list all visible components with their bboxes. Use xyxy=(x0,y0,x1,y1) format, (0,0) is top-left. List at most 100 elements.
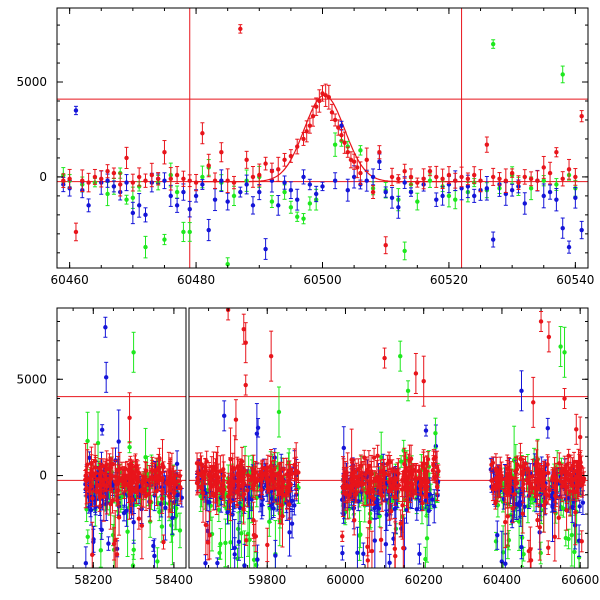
data-marker xyxy=(162,178,167,183)
data-marker xyxy=(242,563,247,568)
data-point-blue xyxy=(579,220,584,240)
data-point-red xyxy=(208,469,213,490)
data-marker xyxy=(554,150,559,155)
data-point-red xyxy=(279,485,284,525)
data-marker xyxy=(280,513,285,519)
data-marker xyxy=(267,519,272,524)
outlier-point-blue xyxy=(103,316,108,338)
data-marker xyxy=(307,182,313,187)
data-point-blue xyxy=(295,188,300,211)
data-point-red xyxy=(573,168,578,186)
data-marker xyxy=(509,187,515,193)
data-point-red xyxy=(99,465,104,480)
data-marker xyxy=(554,182,559,187)
data-point-red xyxy=(243,534,249,546)
data-marker xyxy=(93,465,98,470)
data-marker xyxy=(85,534,90,539)
data-marker xyxy=(272,466,277,472)
data-point-blue xyxy=(276,195,281,216)
data-point-blue xyxy=(116,409,121,474)
data-point-red xyxy=(99,170,104,188)
data-point-blue xyxy=(313,185,319,203)
data-marker xyxy=(351,159,357,164)
data-marker xyxy=(111,170,117,176)
data-point-red xyxy=(205,524,211,561)
data-marker xyxy=(104,501,109,507)
data-marker xyxy=(97,466,102,471)
data-marker xyxy=(193,180,199,185)
data-marker xyxy=(219,150,224,155)
data-point-red xyxy=(219,142,224,163)
data-point-red xyxy=(181,170,186,187)
data-marker xyxy=(541,178,546,183)
data-point-blue xyxy=(288,181,294,200)
data-marker xyxy=(88,484,94,489)
data-point-blue xyxy=(174,197,180,213)
data-marker xyxy=(440,176,445,182)
data-marker xyxy=(90,552,95,558)
data-point-red xyxy=(143,173,148,188)
data-marker xyxy=(370,174,376,180)
data-point-red xyxy=(516,175,521,190)
data-point-red xyxy=(370,185,376,200)
data-point-red xyxy=(73,222,79,242)
data-point-red xyxy=(339,128,344,142)
data-point-blue xyxy=(162,172,167,190)
data-marker xyxy=(95,482,100,488)
data-marker xyxy=(61,178,66,183)
data-marker xyxy=(408,189,414,195)
data-marker xyxy=(155,475,161,480)
data-point-green xyxy=(187,222,192,242)
data-point-red xyxy=(178,474,183,502)
data-point-red xyxy=(251,523,257,547)
data-marker xyxy=(232,466,237,471)
data-marker xyxy=(167,474,173,479)
data-marker xyxy=(150,468,155,473)
data-point-red xyxy=(554,147,559,158)
data-point-green xyxy=(223,518,228,568)
data-marker xyxy=(348,157,354,163)
data-point-red xyxy=(157,447,162,469)
data-point-blue xyxy=(124,174,129,192)
data-point-blue xyxy=(200,179,205,190)
data-marker xyxy=(263,246,268,252)
data-marker xyxy=(73,229,79,235)
data-point-green xyxy=(231,185,237,207)
data-point-blue xyxy=(560,217,565,239)
data-point-red xyxy=(490,167,496,186)
data-marker xyxy=(130,210,136,216)
data-marker xyxy=(125,529,130,534)
data-marker xyxy=(220,489,226,495)
data-marker xyxy=(541,165,546,170)
data-marker xyxy=(126,481,132,487)
data-point-red xyxy=(245,465,251,485)
x-tick-label: 60520 xyxy=(430,273,468,287)
data-marker xyxy=(288,187,294,193)
data-marker xyxy=(244,157,249,163)
data-marker xyxy=(478,178,483,183)
data-point-blue xyxy=(151,540,156,552)
data-point-red xyxy=(355,156,360,179)
data-marker xyxy=(121,510,127,516)
data-marker xyxy=(446,193,452,199)
data-marker xyxy=(128,461,133,467)
data-marker xyxy=(268,463,274,468)
data-marker xyxy=(113,479,118,484)
data-marker xyxy=(238,189,243,195)
data-marker xyxy=(178,485,183,491)
data-marker xyxy=(106,466,112,472)
data-marker xyxy=(547,170,553,176)
data-marker xyxy=(86,203,91,208)
data-marker xyxy=(187,206,192,212)
data-point-green xyxy=(130,554,136,568)
data-marker xyxy=(67,176,72,182)
data-marker xyxy=(158,470,163,475)
data-point-green xyxy=(177,512,183,549)
data-marker xyxy=(434,197,439,202)
data-point-red xyxy=(497,171,502,186)
data-marker xyxy=(130,563,136,568)
data-marker xyxy=(279,476,284,482)
data-marker xyxy=(522,174,527,180)
data-marker xyxy=(268,469,273,474)
data-point-green xyxy=(225,257,230,268)
